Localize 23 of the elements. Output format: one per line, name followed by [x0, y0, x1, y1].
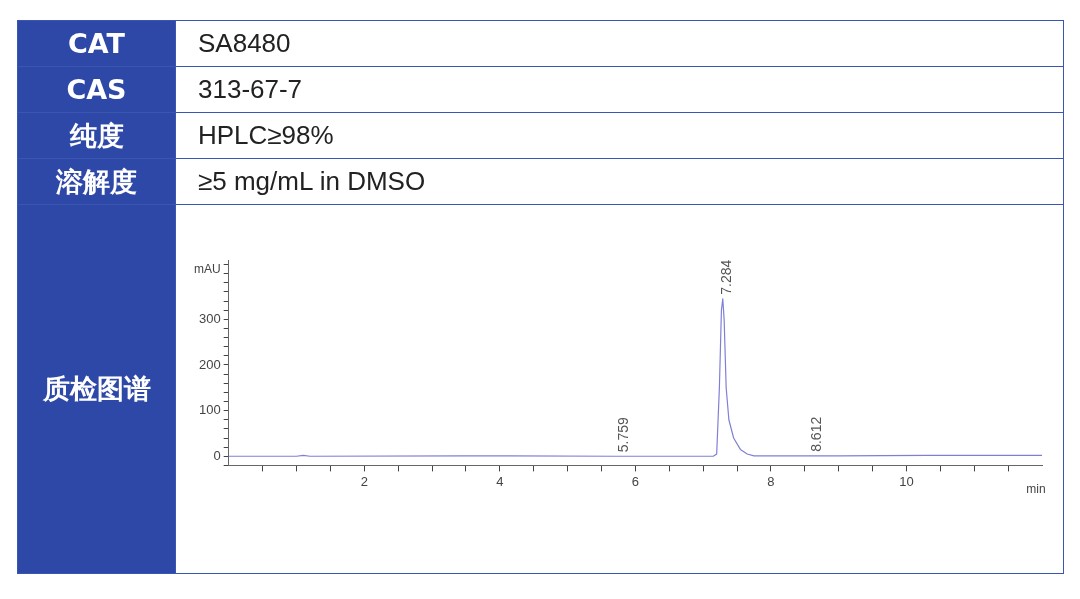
y-tick-label: 0	[213, 447, 221, 463]
annotation: 7.284	[718, 259, 735, 295]
annotation: 8.612	[808, 416, 825, 452]
text: 质检图谱	[17, 204, 176, 574]
x-tick-label: 10	[899, 473, 914, 489]
text: CAT	[17, 20, 176, 67]
text: HPLC≥98%	[175, 112, 1064, 159]
y-tick-label: 300	[198, 310, 221, 326]
text: 313-67-7	[175, 66, 1064, 113]
y-axis-title: mAU	[194, 262, 221, 277]
x-tick-label: 6	[631, 473, 639, 489]
x-axis-title: min	[1026, 481, 1046, 496]
y-tick-label: 200	[198, 356, 221, 372]
x-tick-label: 8	[767, 473, 775, 489]
text: CAS	[17, 66, 176, 113]
text: 纯度	[17, 112, 176, 159]
x-tick-label: 4	[496, 473, 504, 489]
text: ≥5 mg/mL in DMSO	[175, 158, 1064, 205]
text: 溶解度	[17, 158, 176, 205]
annotation: 5.759	[614, 417, 631, 453]
x-tick-label: 2	[360, 473, 368, 489]
y-tick-label: 100	[198, 402, 221, 418]
text: SA8480	[175, 20, 1064, 67]
